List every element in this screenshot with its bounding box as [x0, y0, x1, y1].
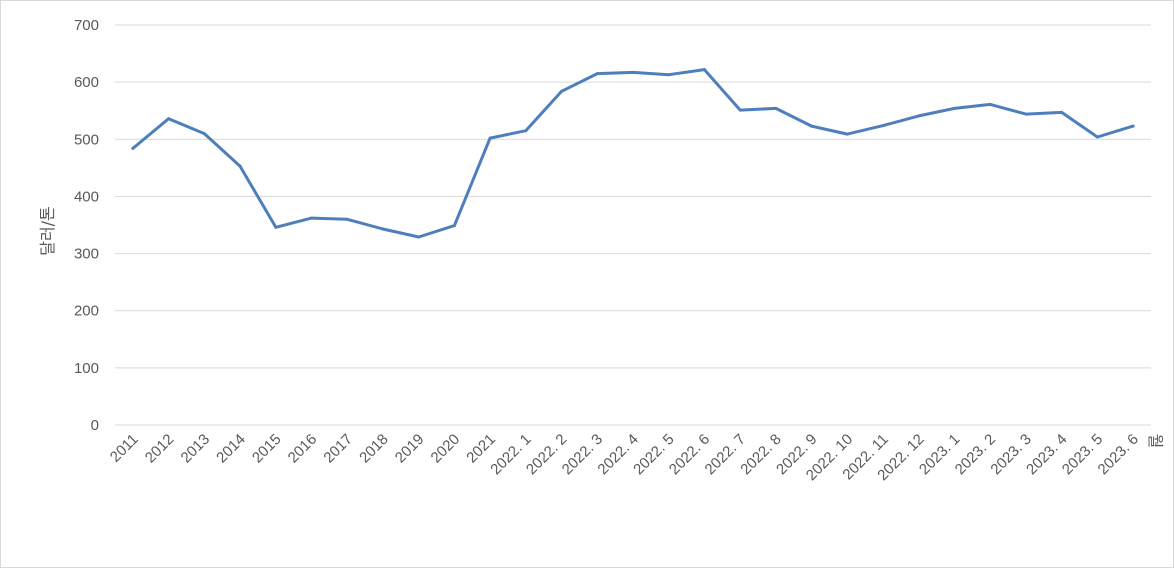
x-tick-label: 2023. 6 — [1095, 431, 1142, 478]
data-point — [238, 164, 242, 168]
x-tick-label: 2011 — [107, 431, 142, 466]
y-tick-label-500: 500 — [74, 131, 99, 148]
y-tick-label-0: 0 — [91, 417, 99, 434]
data-point — [1060, 110, 1064, 114]
y-axis-ticks: 0 100 200 300 400 500 600 700 — [74, 17, 99, 434]
y-tick-label-100: 100 — [74, 360, 99, 377]
data-point — [488, 136, 492, 140]
data-point — [1131, 124, 1135, 128]
x-tick-label: 2012 — [142, 431, 178, 467]
data-point — [1095, 135, 1099, 139]
data-point — [988, 102, 992, 106]
data-point — [560, 89, 564, 93]
data-point — [202, 132, 206, 136]
data-point — [345, 217, 349, 221]
data-point — [381, 227, 385, 231]
data-point — [417, 235, 421, 239]
x-tick-label: 2017 — [320, 431, 356, 467]
data-point — [631, 70, 635, 74]
y-tick-label-300: 300 — [74, 246, 99, 263]
gridlines — [115, 24, 1151, 426]
data-point — [702, 68, 706, 72]
y-tick-label-400: 400 — [74, 188, 99, 205]
series-line-layer — [131, 68, 1135, 239]
y-axis-label: 달러/톤 — [38, 206, 57, 256]
x-tick-label: 2018 — [356, 431, 392, 467]
y-tick-label-600: 600 — [74, 74, 99, 91]
data-point — [953, 106, 956, 110]
x-tick-label: 2019 — [392, 431, 428, 467]
x-tick-label: 2020 — [428, 431, 464, 467]
series-line-0 — [131, 68, 1135, 239]
data-point — [810, 124, 814, 128]
data-point — [524, 129, 528, 133]
x-tick-label: 2014 — [213, 431, 249, 467]
x-tick-label: 2013 — [178, 431, 214, 467]
data-point — [310, 216, 313, 220]
data-point — [881, 124, 885, 128]
y-tick-label-700: 700 — [74, 17, 99, 34]
y-tick-label-200: 200 — [74, 303, 99, 320]
data-point — [845, 132, 849, 136]
data-point — [131, 146, 135, 150]
x-axis-unit-label: 월 — [1146, 434, 1165, 449]
x-tick-label: 2015 — [249, 431, 285, 467]
data-point — [595, 72, 599, 76]
data-point — [274, 225, 278, 229]
data-point — [667, 73, 671, 77]
x-tick-label: 2016 — [285, 431, 321, 467]
data-point — [452, 224, 456, 228]
data-point — [167, 117, 171, 121]
data-point — [774, 106, 778, 110]
x-axis-ticks: 2011 2012 2013 2014 2015 2016 2017 2018 2019 2020… — [107, 431, 1142, 484]
data-point — [917, 114, 921, 118]
data-point — [738, 108, 742, 112]
data-point — [1024, 112, 1028, 116]
